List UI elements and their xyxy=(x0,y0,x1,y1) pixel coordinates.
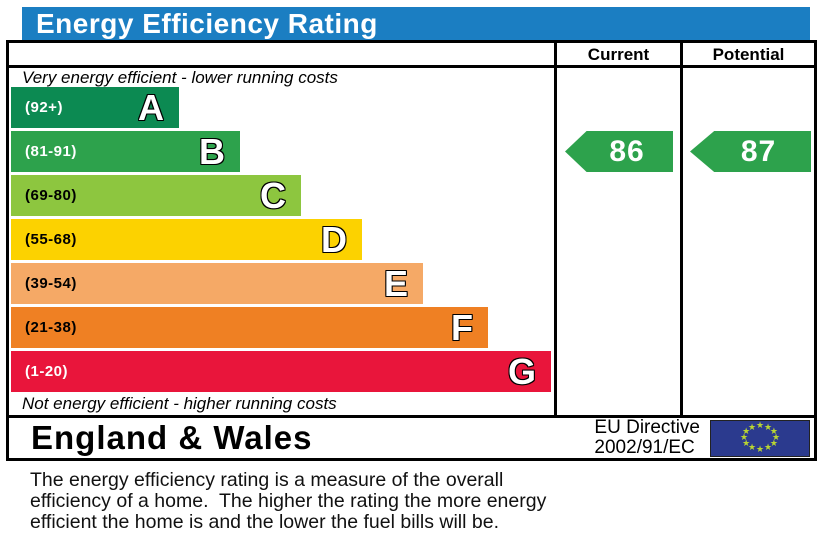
description-text: The energy efficiency rating is a measur… xyxy=(30,470,820,533)
band-letter: F xyxy=(451,307,473,348)
band-letter: B xyxy=(199,131,225,172)
energy-efficiency-rating-page: Energy Efficiency Rating Current Potenti… xyxy=(0,7,820,554)
band-row-f: (21-38) F xyxy=(11,307,554,348)
description-line: efficient the home is and the lower the … xyxy=(30,511,499,533)
band-range-label: (69-80) xyxy=(25,187,77,204)
rating-chart: Current Potential Very energy efficient … xyxy=(6,40,817,418)
band-bar-f: (21-38) F xyxy=(11,307,488,348)
rating-scale: Very energy efficient - lower running co… xyxy=(9,68,554,415)
eu-star-icon: ★ xyxy=(769,438,778,448)
header-spacer xyxy=(9,43,554,65)
band-letter: D xyxy=(321,219,347,260)
band-bar-b: (81-91) B xyxy=(11,131,240,172)
band-letter: C xyxy=(260,175,286,216)
potential-rating-value: 87 xyxy=(740,134,777,168)
eu-directive-label: EU Directive 2002/91/EC xyxy=(594,418,710,458)
band-letter: E xyxy=(383,263,408,304)
eu-directive-line1: EU Directive xyxy=(594,417,700,438)
potential-value-cell: 87 xyxy=(680,68,814,415)
eu-star-icon: ★ xyxy=(748,421,757,432)
band-range-label: (81-91) xyxy=(25,143,77,160)
chart-header-row: Current Potential xyxy=(9,43,814,68)
current-value-cell: 86 xyxy=(554,68,680,415)
eu-star-icon: ★ xyxy=(772,432,781,442)
eu-star-icon: ★ xyxy=(764,442,773,453)
eu-star-icon: ★ xyxy=(756,420,765,430)
band-bar-a: (92+) A xyxy=(11,87,179,128)
band-row-d: (55-68) D xyxy=(11,219,554,260)
eu-flag-icon: ★ ★ ★ ★ ★ ★ ★ ★ ★ ★ ★ ★ xyxy=(710,419,810,457)
description-line: The energy efficiency rating is a measur… xyxy=(30,469,504,491)
eu-star-icon: ★ xyxy=(742,426,751,436)
band-row-g: (1-20) G xyxy=(11,351,554,392)
bottom-note: Not energy efficient - higher running co… xyxy=(22,394,337,413)
band-bar-e: (39-54) E xyxy=(11,263,423,304)
eu-star-icon: ★ xyxy=(748,442,757,453)
band-bar-c: (69-80) C xyxy=(11,175,301,216)
eu-star-icon: ★ xyxy=(740,432,749,442)
potential-column-header: Potential xyxy=(680,43,814,65)
current-rating-value: 86 xyxy=(609,134,645,168)
description-line: efficiency of a home. The higher the rat… xyxy=(30,490,547,512)
band-bar-g: (1-20) G xyxy=(11,351,551,392)
potential-rating-arrow: 87 xyxy=(690,131,811,172)
eu-star-icon: ★ xyxy=(742,438,751,448)
band-range-label: (21-38) xyxy=(25,319,77,336)
band-letter: G xyxy=(507,351,536,392)
band-range-label: (39-54) xyxy=(25,275,77,292)
eu-directive-line2: 2002/91/EC xyxy=(594,437,695,458)
eu-star-icon: ★ xyxy=(769,426,778,436)
band-range-label: (55-68) xyxy=(25,231,77,248)
band-row-e: (39-54) E xyxy=(11,263,554,304)
eu-star-icon: ★ xyxy=(756,444,765,454)
current-rating-arrow: 86 xyxy=(565,131,673,172)
band-letter: A xyxy=(138,87,164,128)
bands: (92+) A (81-91) B (69-80) C (55-68) D (39-54) E (2… xyxy=(9,87,554,392)
eu-star-icon: ★ xyxy=(764,421,773,432)
band-range-label: (92+) xyxy=(25,99,63,116)
band-row-c: (69-80) C xyxy=(11,175,554,216)
top-note: Very energy efficient - lower running co… xyxy=(22,68,338,87)
band-row-a: (92+) A xyxy=(11,87,554,128)
current-column-header: Current xyxy=(554,43,680,65)
page-title: Energy Efficiency Rating xyxy=(22,7,810,40)
band-range-label: (1-20) xyxy=(25,363,69,380)
chart-body-row: Very energy efficient - lower running co… xyxy=(9,68,814,415)
region-label: England & Wales xyxy=(31,419,313,456)
band-row-b: (81-91) B xyxy=(11,131,554,172)
footer-box: England & Wales EU Directive 2002/91/EC … xyxy=(6,415,817,461)
band-bar-d: (55-68) D xyxy=(11,219,362,260)
